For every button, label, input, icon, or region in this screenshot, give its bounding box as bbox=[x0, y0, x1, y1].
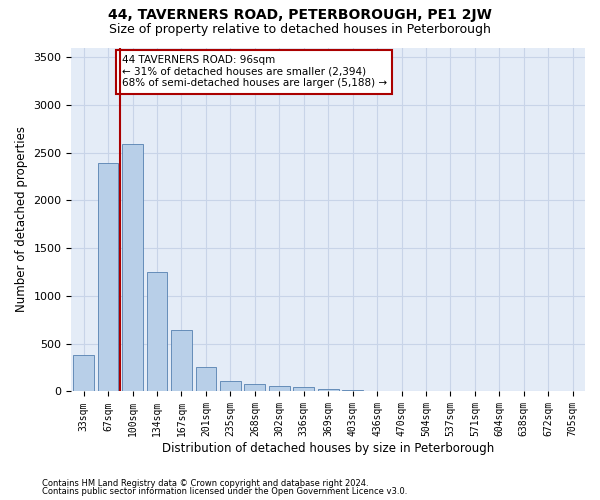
Bar bbox=[196, 367, 217, 392]
Bar bbox=[367, 390, 388, 392]
Bar bbox=[171, 330, 192, 392]
X-axis label: Distribution of detached houses by size in Peterborough: Distribution of detached houses by size … bbox=[162, 442, 494, 455]
Text: Contains HM Land Registry data © Crown copyright and database right 2024.: Contains HM Land Registry data © Crown c… bbox=[42, 478, 368, 488]
Bar bbox=[122, 144, 143, 392]
Bar bbox=[244, 384, 265, 392]
Bar bbox=[318, 388, 338, 392]
Bar bbox=[293, 386, 314, 392]
Text: Size of property relative to detached houses in Peterborough: Size of property relative to detached ho… bbox=[109, 22, 491, 36]
Text: Contains public sector information licensed under the Open Government Licence v3: Contains public sector information licen… bbox=[42, 487, 407, 496]
Bar bbox=[269, 386, 290, 392]
Y-axis label: Number of detached properties: Number of detached properties bbox=[15, 126, 28, 312]
Bar bbox=[98, 163, 118, 392]
Bar bbox=[220, 382, 241, 392]
Bar bbox=[342, 390, 363, 392]
Text: 44 TAVERNERS ROAD: 96sqm
← 31% of detached houses are smaller (2,394)
68% of sem: 44 TAVERNERS ROAD: 96sqm ← 31% of detach… bbox=[122, 55, 386, 88]
Bar bbox=[73, 355, 94, 392]
Bar bbox=[146, 272, 167, 392]
Text: 44, TAVERNERS ROAD, PETERBOROUGH, PE1 2JW: 44, TAVERNERS ROAD, PETERBOROUGH, PE1 2J… bbox=[108, 8, 492, 22]
